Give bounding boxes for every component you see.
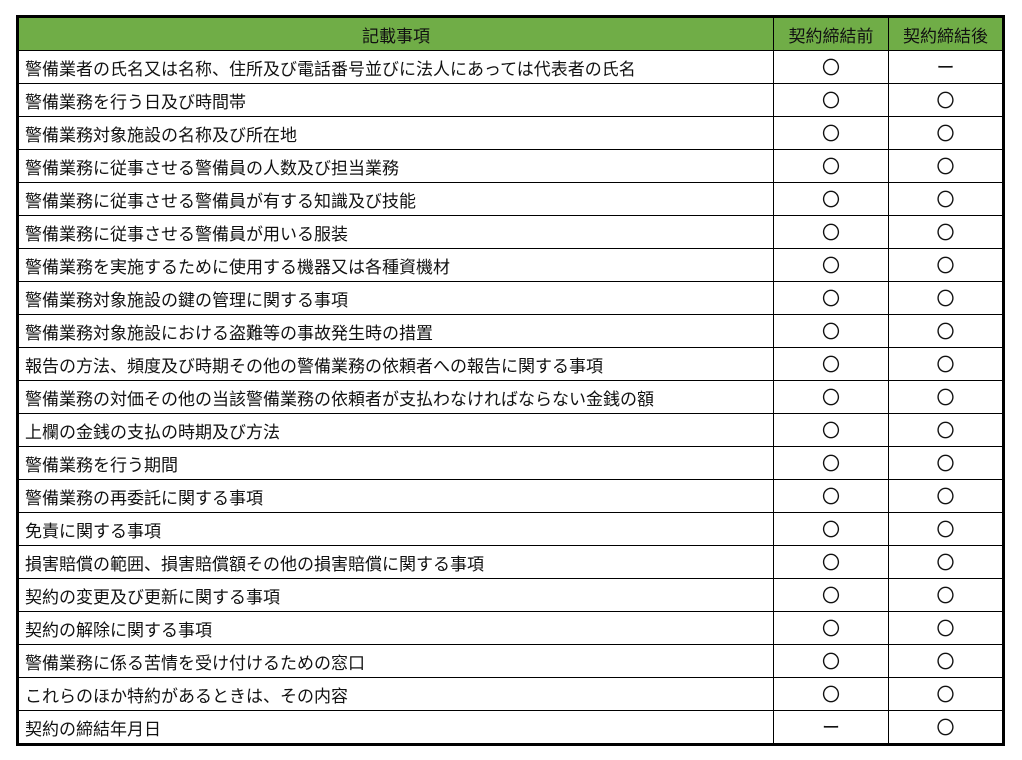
before-contract-cell: 〇 (773, 380, 889, 414)
after-contract-cell: 〇 (888, 83, 1004, 117)
after-contract-cell: 〇 (888, 182, 1004, 216)
header-before-contract: 契約締結前 (773, 16, 889, 51)
table-row: 警備業務を実施するために使用する機器又は各種資機材〇〇 (17, 248, 1004, 282)
table-row: 契約の締結年月日ー〇 (17, 710, 1004, 745)
table-row: 警備業務に従事させる警備員が用いる服装〇〇 (17, 215, 1004, 249)
before-contract-cell: 〇 (773, 116, 889, 150)
table-row: 契約の変更及び更新に関する事項〇〇 (17, 578, 1004, 612)
table-row: 報告の方法、頻度及び時期その他の警備業務の依頼者への報告に関する事項〇〇 (17, 347, 1004, 381)
header-row: 記載事項 契約締結前 契約締結後 (17, 16, 1004, 51)
before-contract-cell: 〇 (773, 149, 889, 183)
before-contract-cell: 〇 (773, 446, 889, 480)
table-row: 免責に関する事項〇〇 (17, 512, 1004, 546)
table-row: 警備業務の再委託に関する事項〇〇 (17, 479, 1004, 513)
item-cell: 警備業務に従事させる警備員が有する知識及び技能 (17, 182, 774, 216)
item-cell: 警備業務に従事させる警備員の人数及び担当業務 (17, 149, 774, 183)
item-cell: 警備業務に係る苦情を受け付けるための窓口 (17, 644, 774, 678)
before-contract-cell: 〇 (773, 83, 889, 117)
table-row: 警備業務の対価その他の当該警備業務の依頼者が支払わなければならない金銭の額〇〇 (17, 380, 1004, 414)
item-cell: 警備業務に従事させる警備員が用いる服装 (17, 215, 774, 249)
after-contract-cell: 〇 (888, 446, 1004, 480)
after-contract-cell: 〇 (888, 149, 1004, 183)
before-contract-cell: 〇 (773, 677, 889, 711)
header-after-contract: 契約締結後 (888, 16, 1004, 51)
table-row: 警備業務に従事させる警備員が有する知識及び技能〇〇 (17, 182, 1004, 216)
before-contract-cell: 〇 (773, 413, 889, 447)
after-contract-cell: 〇 (888, 347, 1004, 381)
item-cell: 契約の変更及び更新に関する事項 (17, 578, 774, 612)
after-contract-cell: 〇 (888, 545, 1004, 579)
before-contract-cell: 〇 (773, 50, 889, 84)
after-contract-cell: 〇 (888, 479, 1004, 513)
table-row: これらのほか特約があるときは、その内容〇〇 (17, 677, 1004, 711)
after-contract-cell: 〇 (888, 710, 1004, 745)
table-row: 警備業務対象施設における盗難等の事故発生時の措置〇〇 (17, 314, 1004, 348)
after-contract-cell: 〇 (888, 578, 1004, 612)
before-contract-cell: 〇 (773, 314, 889, 348)
table-row: 警備業務に係る苦情を受け付けるための窓口〇〇 (17, 644, 1004, 678)
item-cell: これらのほか特約があるときは、その内容 (17, 677, 774, 711)
before-contract-cell: 〇 (773, 611, 889, 645)
item-cell: 警備業務の対価その他の当該警備業務の依頼者が支払わなければならない金銭の額 (17, 380, 774, 414)
header-item: 記載事項 (17, 16, 774, 51)
before-contract-cell: 〇 (773, 512, 889, 546)
before-contract-cell: 〇 (773, 479, 889, 513)
before-contract-cell: 〇 (773, 248, 889, 282)
item-cell: 損害賠償の範囲、損害賠償額その他の損害賠償に関する事項 (17, 545, 774, 579)
item-cell: 上欄の金銭の支払の時期及び方法 (17, 413, 774, 447)
before-contract-cell: 〇 (773, 347, 889, 381)
table-row: 警備業者の氏名又は名称、住所及び電話番号並びに法人にあっては代表者の氏名〇ー (17, 50, 1004, 84)
item-cell: 免責に関する事項 (17, 512, 774, 546)
after-contract-cell: 〇 (888, 512, 1004, 546)
after-contract-cell: 〇 (888, 644, 1004, 678)
before-contract-cell: 〇 (773, 578, 889, 612)
before-contract-cell: 〇 (773, 182, 889, 216)
after-contract-cell: 〇 (888, 116, 1004, 150)
before-contract-cell: ー (773, 710, 889, 745)
table-row: 警備業務対象施設の名称及び所在地〇〇 (17, 116, 1004, 150)
item-cell: 契約の解除に関する事項 (17, 611, 774, 645)
after-contract-cell: 〇 (888, 281, 1004, 315)
after-contract-cell: 〇 (888, 215, 1004, 249)
item-cell: 警備業務を実施するために使用する機器又は各種資機材 (17, 248, 774, 282)
item-cell: 警備業務対象施設の名称及び所在地 (17, 116, 774, 150)
table-row: 警備業務を行う期間〇〇 (17, 446, 1004, 480)
table-row: 警備業務を行う日及び時間帯〇〇 (17, 83, 1004, 117)
contract-items-table: 記載事項 契約締結前 契約締結後 警備業者の氏名又は名称、住所及び電話番号並びに… (16, 15, 1005, 746)
table-row: 上欄の金銭の支払の時期及び方法〇〇 (17, 413, 1004, 447)
table-row: 警備業務に従事させる警備員の人数及び担当業務〇〇 (17, 149, 1004, 183)
before-contract-cell: 〇 (773, 215, 889, 249)
before-contract-cell: 〇 (773, 644, 889, 678)
item-cell: 報告の方法、頻度及び時期その他の警備業務の依頼者への報告に関する事項 (17, 347, 774, 381)
after-contract-cell: 〇 (888, 380, 1004, 414)
item-cell: 警備業者の氏名又は名称、住所及び電話番号並びに法人にあっては代表者の氏名 (17, 50, 774, 84)
before-contract-cell: 〇 (773, 281, 889, 315)
item-cell: 警備業務対象施設における盗難等の事故発生時の措置 (17, 314, 774, 348)
after-contract-cell: 〇 (888, 314, 1004, 348)
after-contract-cell: 〇 (888, 248, 1004, 282)
after-contract-cell: 〇 (888, 611, 1004, 645)
table-row: 契約の解除に関する事項〇〇 (17, 611, 1004, 645)
item-cell: 警備業務の再委託に関する事項 (17, 479, 774, 513)
before-contract-cell: 〇 (773, 545, 889, 579)
table-row: 損害賠償の範囲、損害賠償額その他の損害賠償に関する事項〇〇 (17, 545, 1004, 579)
after-contract-cell: 〇 (888, 413, 1004, 447)
after-contract-cell: 〇 (888, 677, 1004, 711)
after-contract-cell: ー (888, 50, 1004, 84)
item-cell: 警備業務を行う期間 (17, 446, 774, 480)
table-row: 警備業務対象施設の鍵の管理に関する事項〇〇 (17, 281, 1004, 315)
item-cell: 警備業務を行う日及び時間帯 (17, 83, 774, 117)
item-cell: 契約の締結年月日 (17, 710, 774, 745)
item-cell: 警備業務対象施設の鍵の管理に関する事項 (17, 281, 774, 315)
